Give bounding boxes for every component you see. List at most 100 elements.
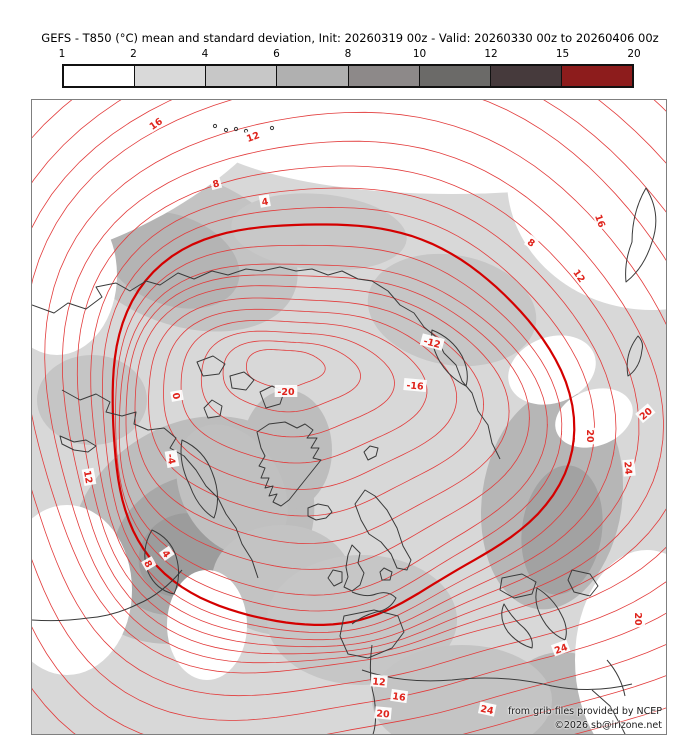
- svg-text:24: 24: [553, 642, 570, 657]
- colorbar-tick: 12: [484, 48, 498, 60]
- stddev-shading-blob: [32, 195, 117, 355]
- coastline: [59, 435, 97, 453]
- coastline: [369, 644, 377, 734]
- contour-line: [44, 111, 666, 664]
- coastline: [591, 689, 626, 734]
- contour-label: 12: [81, 467, 97, 486]
- stddev-shading-blob: [508, 335, 596, 405]
- coastline: [431, 329, 468, 387]
- stddev-shading-blob: [507, 100, 666, 310]
- stddev-shading-blob: [367, 253, 537, 367]
- contour-label: -12: [419, 333, 445, 351]
- svg-text:0: 0: [170, 392, 182, 401]
- coastline: [339, 609, 405, 659]
- stddev-shading-blob: [32, 100, 301, 270]
- svg-text:20: 20: [584, 429, 595, 443]
- colorbar-segment: [560, 66, 632, 86]
- contour-label: 24: [550, 639, 571, 657]
- contour-line: [163, 308, 458, 490]
- colorbar-tick: 10: [412, 48, 427, 60]
- contour-label: 16: [592, 210, 610, 231]
- colorbar-segment: [205, 66, 277, 86]
- colorbar-tick: 15: [555, 48, 570, 60]
- attribution-copyright: ©2026 sb@irizone.net: [554, 720, 662, 731]
- contour-label: 8: [523, 234, 540, 250]
- svg-text:24: 24: [621, 461, 633, 476]
- svg-text:-20: -20: [277, 387, 295, 398]
- contour-line-zero-bold: [111, 223, 576, 626]
- colorbar-segment: [347, 66, 419, 86]
- contour-line: [115, 244, 563, 612]
- contour-label: 24: [621, 459, 636, 477]
- contour-line: [222, 340, 361, 413]
- stddev-shading-blob: [104, 211, 240, 309]
- svg-text:24: 24: [479, 704, 495, 718]
- coastline: [196, 355, 226, 377]
- stddev-shading-blob: [521, 465, 603, 595]
- svg-text:-4: -4: [164, 453, 177, 466]
- contour-label: 4: [158, 545, 175, 562]
- colorbar-tick: 2: [130, 48, 137, 60]
- island-dot: [223, 127, 229, 133]
- contour-line: [102, 206, 595, 633]
- contour-label: 0: [170, 389, 184, 402]
- contour-line: [200, 330, 395, 438]
- coastline: [626, 335, 643, 377]
- contour-label: 12: [370, 674, 388, 689]
- coastline: [256, 421, 322, 507]
- contour-label: 16: [390, 688, 409, 704]
- contour-line: [76, 165, 640, 648]
- colorbar-tick: 8: [344, 48, 352, 60]
- svg-text:-12: -12: [422, 336, 441, 351]
- contour-label: -16: [403, 378, 427, 393]
- colorbar-tick: 1: [58, 48, 66, 60]
- stddev-shading-blob: [231, 193, 407, 271]
- stddev-shading-blob: [167, 570, 247, 680]
- colorbar-segment: [134, 66, 206, 86]
- svg-text:-16: -16: [406, 380, 424, 392]
- contour-label: 8: [209, 175, 223, 191]
- attribution-ncep: from grib files provided by NCEP: [507, 706, 662, 717]
- contour-line: [90, 187, 617, 641]
- contour-label: 20: [374, 706, 392, 721]
- svg-text:12: 12: [245, 130, 261, 145]
- coastline: [32, 266, 501, 460]
- stddev-shading-blob: [372, 645, 552, 734]
- colorbar-tick: 4: [201, 48, 209, 60]
- island-dot: [233, 126, 239, 132]
- island-dot: [212, 123, 218, 129]
- colorbar-segment: [276, 66, 348, 86]
- contour-line: [148, 297, 484, 517]
- colorbar-segment: [418, 66, 490, 86]
- coastline: [229, 371, 255, 391]
- coastline: [307, 503, 333, 521]
- svg-text:20: 20: [376, 708, 391, 720]
- weather-map: 16 12 8 4 16 8 12 -12 -16 -20 0 -4 12 4 8 12 16 20 24 20 20 2…: [31, 99, 667, 735]
- coastline: [501, 603, 533, 649]
- colorbar-segment: [64, 66, 135, 86]
- island-dot: [269, 125, 275, 131]
- contour-label: -4: [164, 449, 180, 468]
- contour-line: [118, 263, 548, 596]
- contour-label: -20: [274, 385, 298, 398]
- contour-line: [32, 100, 666, 697]
- colorbar-tick: 20: [627, 48, 641, 60]
- coastline: [144, 529, 180, 595]
- stddev-shading-blob: [575, 550, 666, 734]
- coastline: [379, 567, 393, 581]
- svg-text:8: 8: [141, 559, 154, 571]
- coastline: [606, 659, 626, 697]
- coastline: [535, 587, 567, 641]
- stddev-shading-blob: [32, 505, 132, 675]
- contour-label: 24: [477, 701, 497, 718]
- coastline: [363, 445, 379, 461]
- contour-line: [134, 285, 510, 544]
- page-title: GEFS - T850 (°C) mean and standard devia…: [41, 31, 659, 45]
- contour-label: 4: [258, 194, 271, 208]
- svg-text:12: 12: [81, 470, 94, 485]
- colorbar-segment: [489, 66, 561, 86]
- svg-text:16: 16: [592, 213, 607, 230]
- svg-text:4: 4: [261, 196, 270, 208]
